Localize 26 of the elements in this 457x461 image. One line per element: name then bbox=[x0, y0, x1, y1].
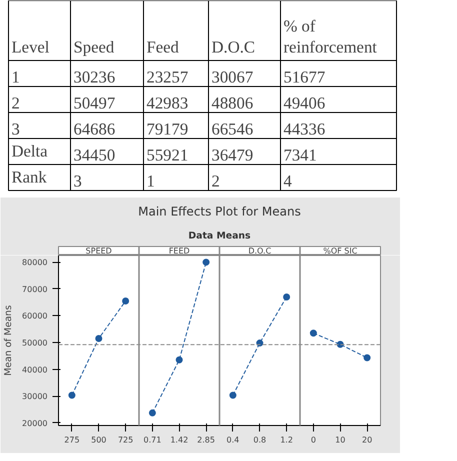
annotation: D.O.C bbox=[248, 246, 272, 256]
y-tick-label: 50000 bbox=[22, 338, 48, 348]
chart-title: Main Effects Plot for Means bbox=[138, 204, 301, 218]
annotation: %OF SIC bbox=[323, 246, 358, 256]
x-tick-label: 0.4 bbox=[226, 436, 240, 444]
y-axis-title: Mean of Means bbox=[3, 305, 14, 376]
x-tick-label: 1.2 bbox=[280, 436, 293, 444]
y-tick-label: 70000 bbox=[22, 284, 48, 294]
x-tick-label: 500 bbox=[91, 436, 106, 444]
x-tick-label: 1.42 bbox=[170, 436, 188, 444]
y-tick-label: 40000 bbox=[22, 365, 48, 374]
x-tick-label: 275 bbox=[64, 436, 80, 444]
x-tick-label: 2.85 bbox=[197, 436, 215, 444]
x-tick-label: 10 bbox=[335, 436, 346, 444]
x-tick-label: 0.71 bbox=[144, 436, 162, 444]
x-tick-label: 725 bbox=[118, 436, 134, 444]
chart-subtitle: Data Means bbox=[188, 230, 252, 242]
y-tick-label: 60000 bbox=[22, 312, 48, 321]
y-tick-label: 20000 bbox=[22, 418, 48, 428]
x-tick-label: 20 bbox=[362, 436, 372, 444]
x-tick-label: 0 bbox=[310, 436, 316, 444]
annotation: FEED bbox=[168, 246, 190, 256]
y-tick-label: 80000 bbox=[22, 258, 48, 268]
x-tick-label: 0.8 bbox=[253, 436, 266, 444]
annotation: SPEED bbox=[86, 246, 112, 256]
y-tick-label: 30000 bbox=[22, 392, 48, 402]
